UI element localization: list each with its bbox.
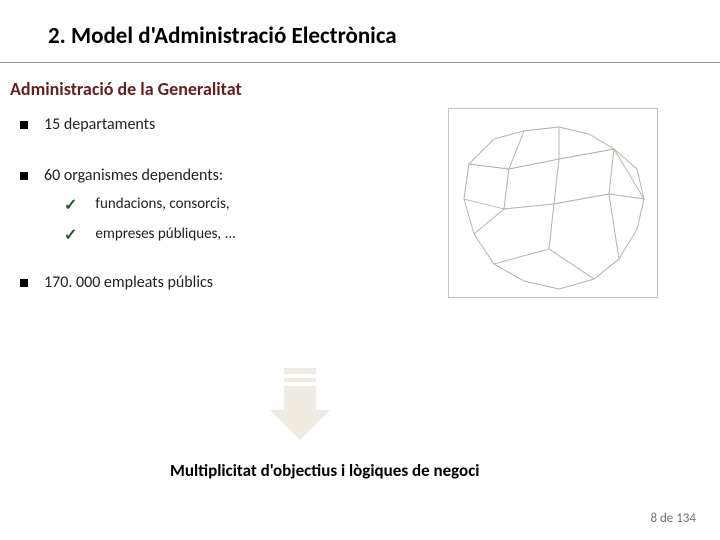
- sub-bullet-text: fundacions, consorcis,: [95, 195, 229, 213]
- slide-subtitle: Administració de la Generalitat: [10, 78, 242, 100]
- bullet-text: 170. 000 empleats públics: [44, 273, 213, 292]
- check-icon: ✓: [64, 225, 77, 245]
- sub-bullet-text: empreses públiques, ...: [95, 225, 236, 243]
- bullet-square-icon: [20, 121, 28, 129]
- sub-bullet-item: ✓ fundacions, consorcis,: [64, 195, 420, 215]
- heading-rule: [0, 62, 720, 63]
- conclusion-text: Multiplicitat d'objectius i lògiques de …: [170, 460, 480, 481]
- bullet-item: 15 departaments: [20, 115, 420, 134]
- bullet-square-icon: [20, 279, 28, 287]
- slide-title: 2. Model d'Administració Electrònica: [48, 22, 397, 50]
- down-arrow-icon: [270, 368, 330, 448]
- map-region-outline: [448, 108, 658, 298]
- bullet-text: 15 departaments: [44, 115, 155, 134]
- page-number: 8 de 134: [650, 511, 696, 526]
- bullet-item: 170. 000 empleats públics: [20, 273, 420, 292]
- map-svg: [449, 109, 659, 299]
- check-icon: ✓: [64, 195, 77, 215]
- bullet-list: 15 departaments 60 organismes dependents…: [20, 115, 420, 324]
- bullet-square-icon: [20, 172, 28, 180]
- bullet-item: 60 organismes dependents: ✓ fundacions, …: [20, 166, 420, 245]
- bullet-text: 60 organismes dependents:: [44, 166, 223, 185]
- sub-bullet-item: ✓ empreses públiques, ...: [64, 225, 420, 245]
